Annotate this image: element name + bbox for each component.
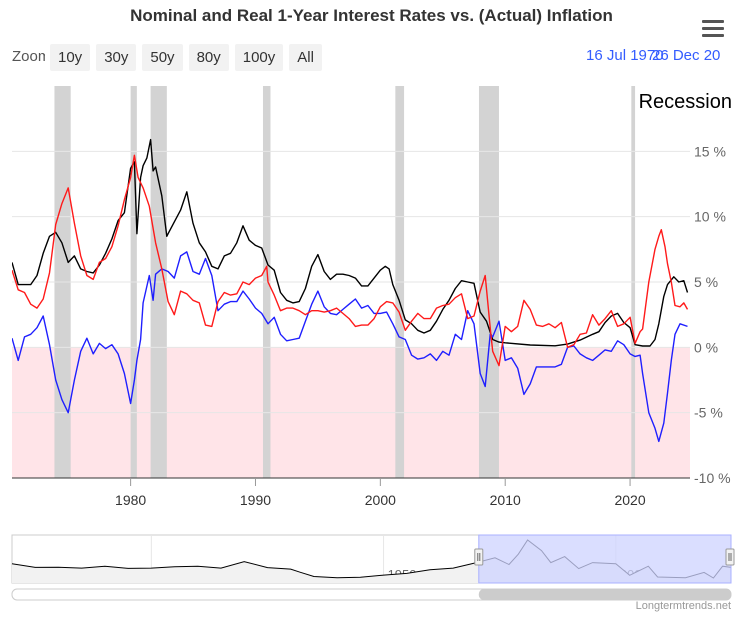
navigator-left-handle[interactable] xyxy=(474,548,484,566)
zoom-buttons: 10y 30y 50y 80y 100y All xyxy=(50,44,322,71)
y-tick-label: -10 % xyxy=(694,470,731,486)
zoom-10y-button[interactable]: 10y xyxy=(50,44,91,71)
x-tick-label: 1990 xyxy=(240,492,271,508)
zoom-80y-button[interactable]: 80y xyxy=(188,44,229,71)
y-tick-label: -5 % xyxy=(694,405,723,421)
date-range: 16 Jul 1970 26 Dec 20 xyxy=(586,47,720,64)
hamburger-menu-icon[interactable] xyxy=(702,20,724,38)
navigator-selection xyxy=(478,534,732,584)
range-from-input[interactable]: 16 Jul 1970 xyxy=(586,47,664,64)
y-tick-label: 5 % xyxy=(694,274,718,290)
x-tick-label: 1980 xyxy=(115,492,146,508)
zoom-50y-button[interactable]: 50y xyxy=(142,44,183,71)
handle-body xyxy=(725,548,735,566)
y-tick-label: 10 % xyxy=(694,209,726,225)
credit-text: Longtermtrends.net xyxy=(635,600,731,612)
chart-title: Nominal and Real 1-Year Interest Rates v… xyxy=(130,6,613,25)
x-tick-label: 2010 xyxy=(490,492,521,508)
zoom-all-button[interactable]: All xyxy=(289,44,322,71)
inflation-line xyxy=(12,154,689,367)
x-tick-label: 2020 xyxy=(614,492,645,508)
zoom-30y-button[interactable]: 30y xyxy=(96,44,137,71)
scrollbar-thumb[interactable] xyxy=(478,589,731,600)
handle-body xyxy=(474,548,484,566)
navigator-right-handle[interactable] xyxy=(725,548,735,566)
zoom-label: Zoom xyxy=(12,48,45,65)
recession-label: Recession xyxy=(639,91,732,113)
range-to-input[interactable]: 26 Dec 20 xyxy=(652,47,721,64)
y-tick-label: 0 % xyxy=(694,339,718,355)
zoom-100y-button[interactable]: 100y xyxy=(234,44,284,71)
real-rate-line xyxy=(12,251,688,443)
y-tick-label: 15 % xyxy=(694,143,726,159)
x-tick-label: 2000 xyxy=(365,492,396,508)
